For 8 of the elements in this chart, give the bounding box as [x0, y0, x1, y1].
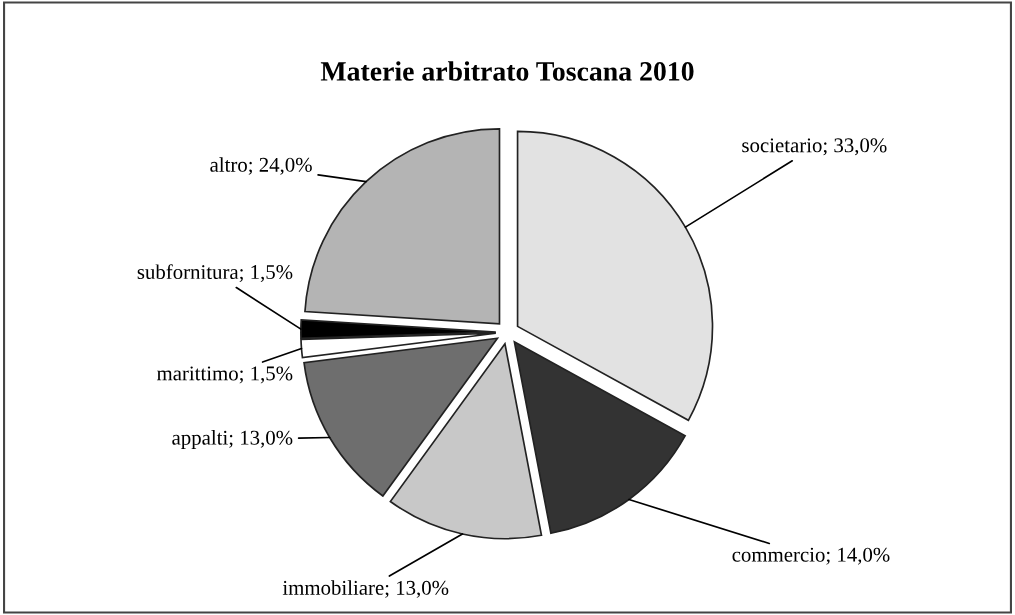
slice-label: subfornitura; 1,5%	[137, 264, 293, 283]
slice-label: marittimo; 1,5%	[156, 366, 293, 384]
slice-label: societario; 33,0%	[742, 138, 887, 156]
chart-title: Materie arbitrato Toscana 2010	[320, 61, 694, 81]
slice-label: commercio; 14,0%	[732, 547, 890, 565]
slice-label: appalti; 13,0%	[172, 430, 293, 449]
slice-label: immobiliare; 13,0%	[282, 580, 449, 598]
slice-label: altro; 24,0%	[210, 157, 312, 175]
